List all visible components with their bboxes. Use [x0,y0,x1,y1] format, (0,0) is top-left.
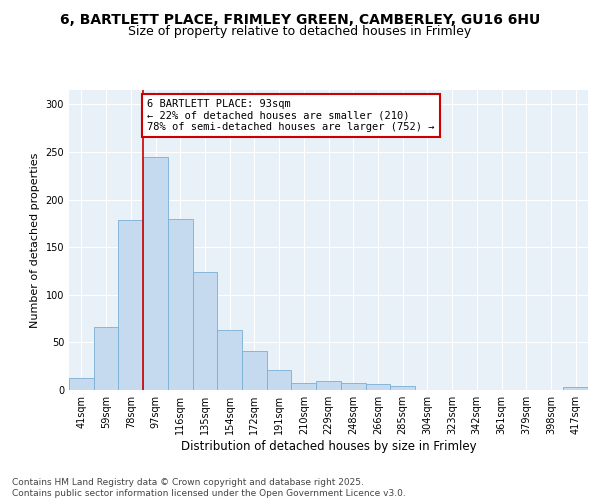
Bar [217,330,242,390]
Bar [341,384,365,390]
Bar [193,272,217,390]
Text: 6, BARTLETT PLACE, FRIMLEY GREEN, CAMBERLEY, GU16 6HU: 6, BARTLETT PLACE, FRIMLEY GREEN, CAMBER… [60,12,540,26]
X-axis label: Distribution of detached houses by size in Frimley: Distribution of detached houses by size … [181,440,476,453]
Y-axis label: Number of detached properties: Number of detached properties [30,152,40,328]
Bar [267,370,292,390]
Bar [69,378,94,390]
Text: Contains HM Land Registry data © Crown copyright and database right 2025.
Contai: Contains HM Land Registry data © Crown c… [12,478,406,498]
Bar [143,156,168,390]
Bar [316,382,341,390]
Bar [242,351,267,390]
Bar [563,387,588,390]
Text: Size of property relative to detached houses in Frimley: Size of property relative to detached ho… [128,25,472,38]
Bar [94,327,118,390]
Bar [168,218,193,390]
Text: 6 BARTLETT PLACE: 93sqm
← 22% of detached houses are smaller (210)
78% of semi-d: 6 BARTLETT PLACE: 93sqm ← 22% of detache… [147,99,434,132]
Bar [118,220,143,390]
Bar [390,386,415,390]
Bar [292,384,316,390]
Bar [365,384,390,390]
